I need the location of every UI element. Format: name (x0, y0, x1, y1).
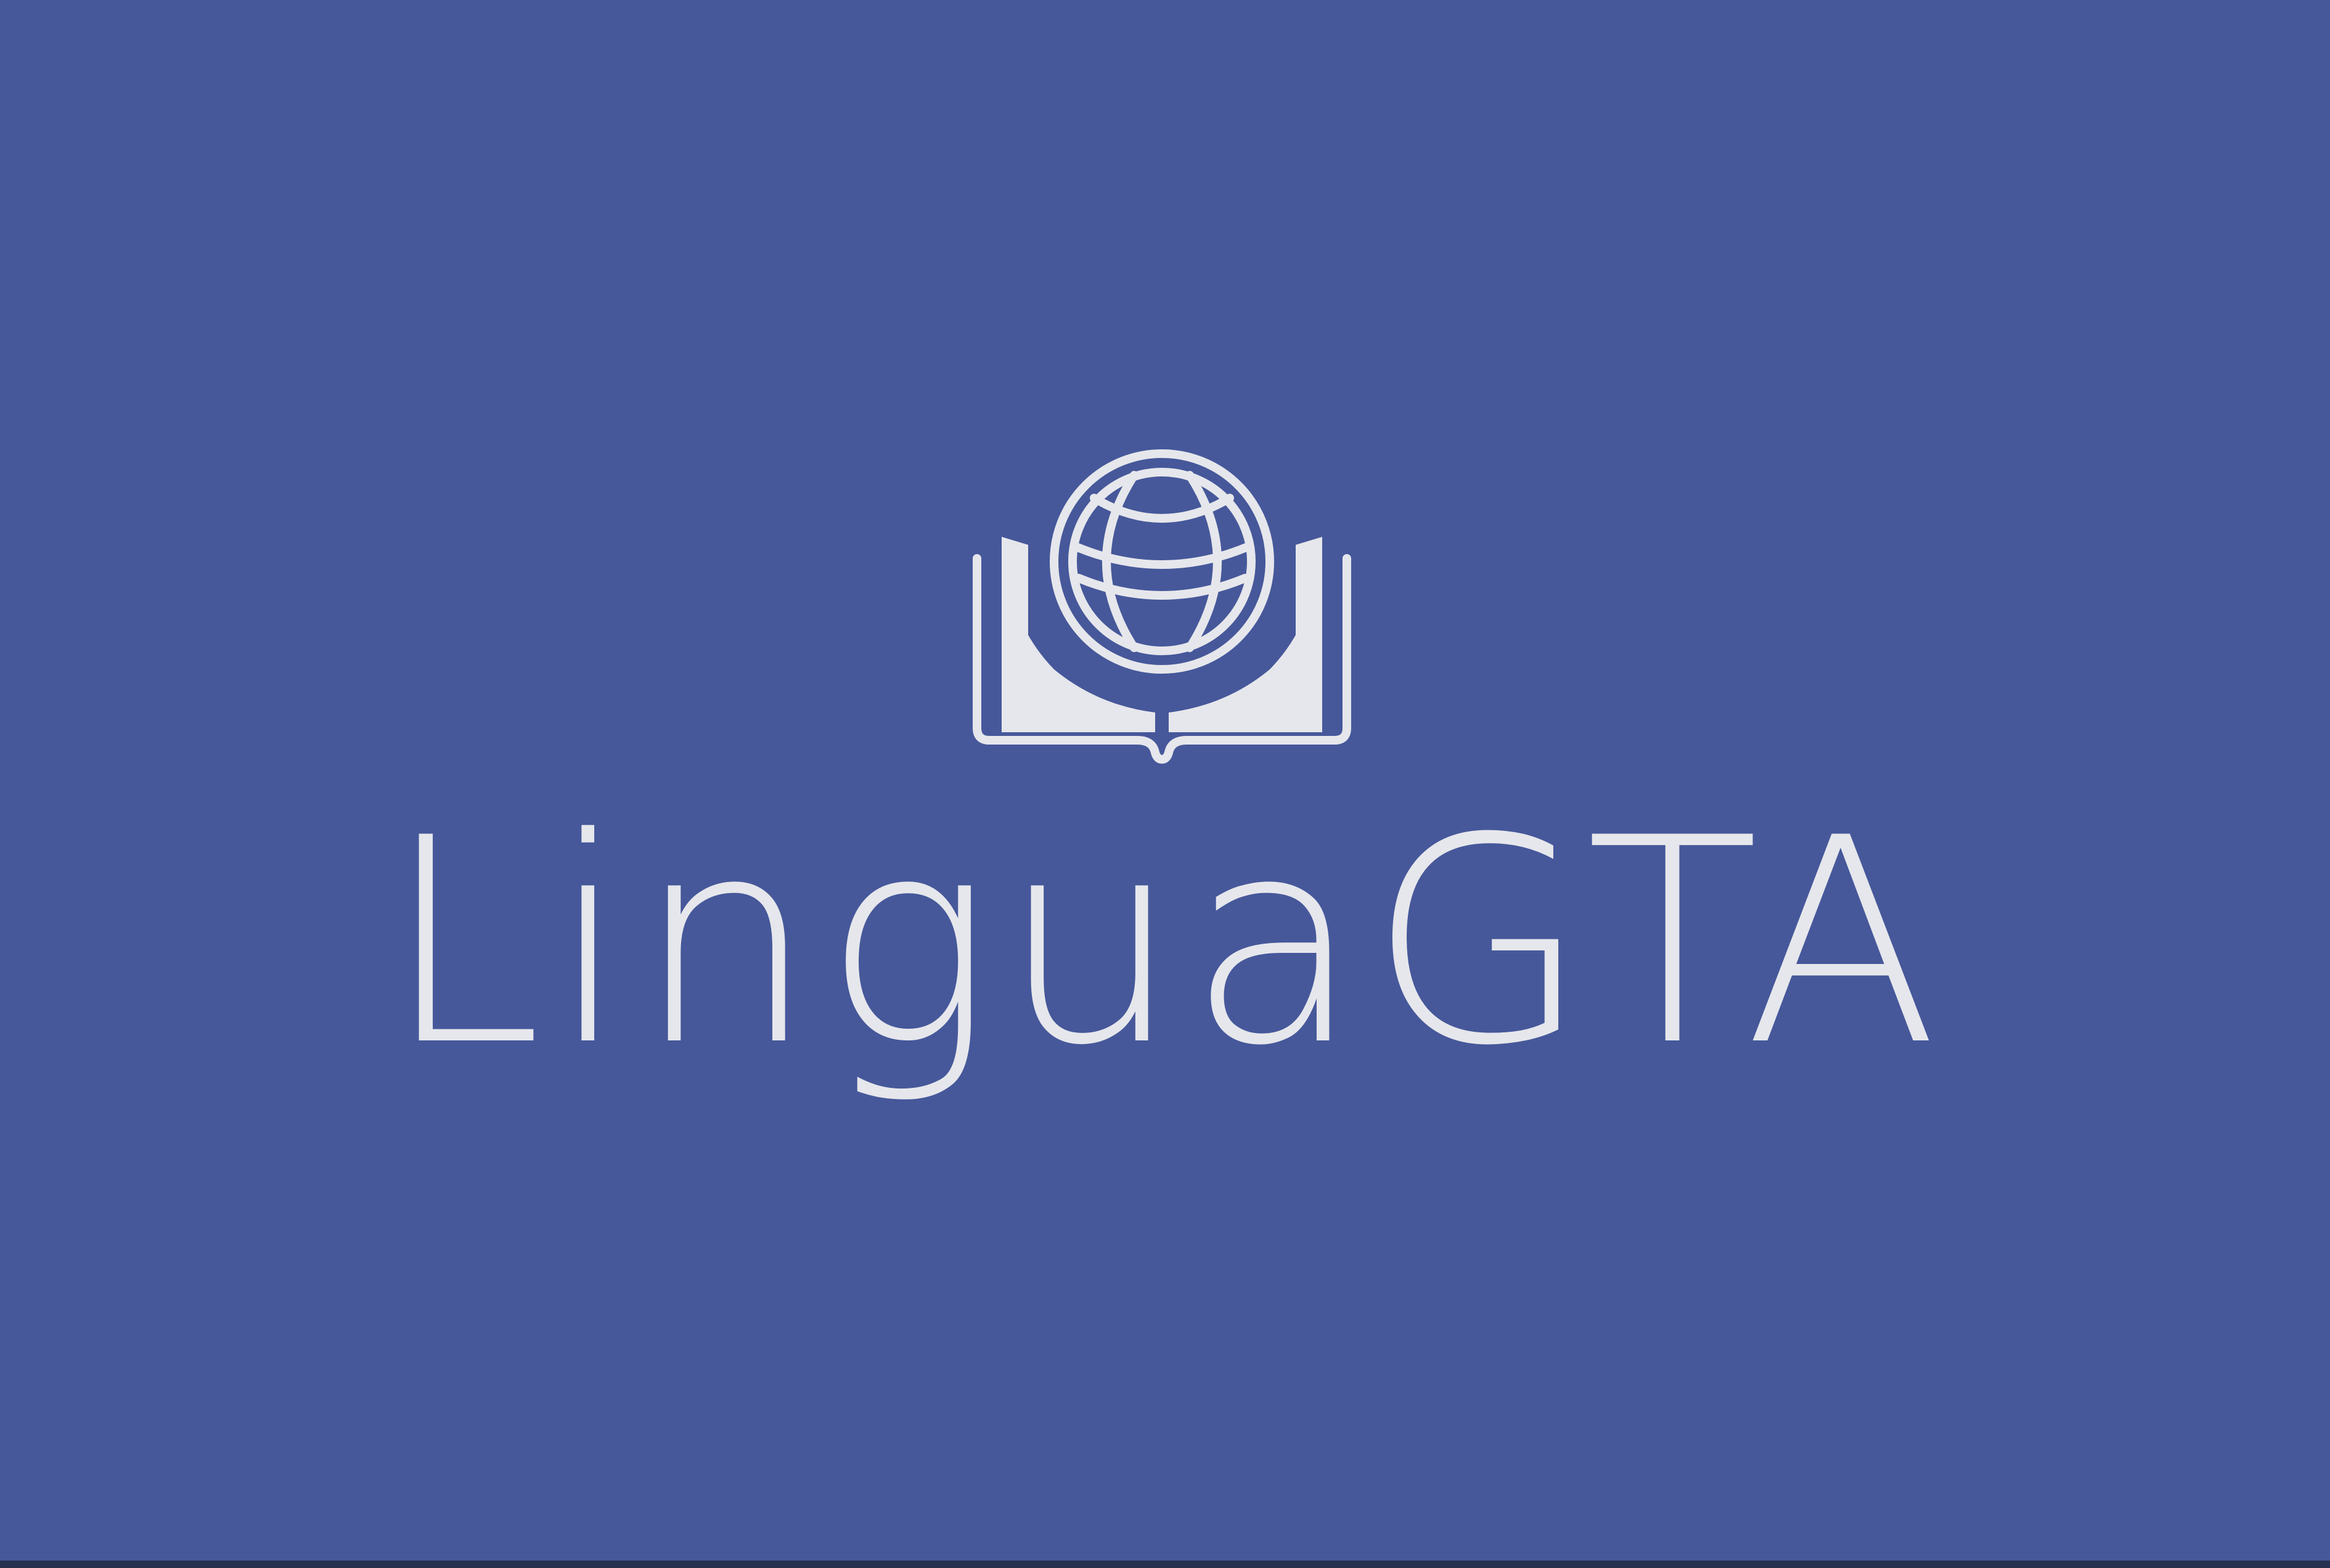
brand-name: LinguaGTA (0, 801, 2330, 1085)
globe-book-icon (968, 435, 1356, 780)
bottom-strip (0, 1561, 2330, 1568)
